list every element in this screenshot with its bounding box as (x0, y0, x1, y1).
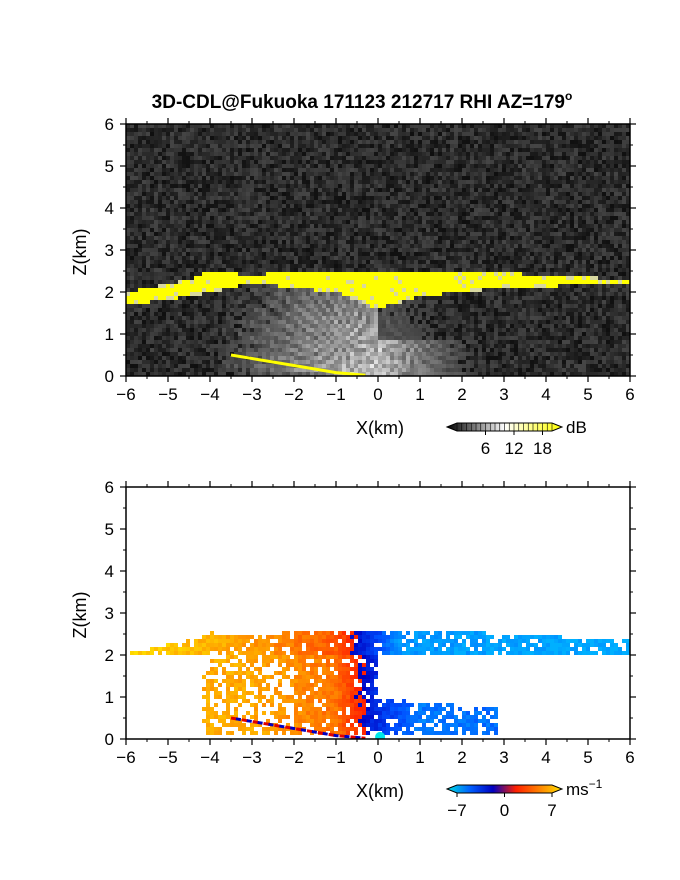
colorbar-tick-label: 12 (505, 439, 524, 458)
x-tick-label: −1 (326, 385, 345, 404)
x-tick-label: 3 (499, 385, 508, 404)
reflectivity-field (126, 124, 630, 376)
ground-echo-line (230, 716, 366, 739)
colorbar-tick-label: 18 (533, 439, 552, 458)
velocity-field (126, 487, 630, 739)
x-tick-label: 1 (415, 385, 424, 404)
x-tick-label: −3 (242, 748, 261, 767)
colorbar: dB 6 12 18 (445, 418, 587, 458)
x-tick-label: 5 (583, 748, 592, 767)
axes: −6 −5 −4 −3 −2 −1 0 1 2 3 4 5 6 0 1 2 3 4 5 6 X(km) Z(km) (70, 115, 636, 438)
colorbar-tick-label: −7 (447, 801, 466, 820)
x-axis-label: X(km) (356, 418, 404, 438)
x-tick-label: 3 (499, 748, 508, 767)
x-tick-label: 6 (625, 385, 634, 404)
x-axis-label: X(km) (356, 781, 404, 801)
x-tick-label: 4 (541, 748, 550, 767)
x-tick-label: −1 (326, 748, 345, 767)
colorbar: ms−1 −7 0 7 (445, 777, 603, 820)
x-tick-label: −2 (284, 748, 303, 767)
x-tick-label: 5 (583, 385, 592, 404)
y-tick-label: 5 (105, 520, 114, 539)
ground-echo-line-blue (230, 716, 366, 739)
colorbar-tick-label: 7 (547, 801, 556, 820)
x-tick-label: −4 (200, 385, 219, 404)
x-tick-label: −2 (284, 385, 303, 404)
colorbar-unit: dB (566, 418, 587, 437)
y-tick-label: 5 (105, 157, 114, 176)
x-tick-label: 0 (373, 385, 382, 404)
y-tick-label: 6 (105, 478, 114, 497)
x-tick-label: −6 (116, 748, 135, 767)
y-tick-label: 3 (105, 241, 114, 260)
y-axis-label: Z(km) (70, 229, 90, 276)
colorbar-tick-label: 0 (500, 801, 509, 820)
y-tick-label: 4 (105, 199, 114, 218)
x-tick-label: −3 (242, 385, 261, 404)
y-tick-label: 6 (105, 115, 114, 134)
y-tick-label: 0 (105, 367, 114, 386)
x-tick-label: 4 (541, 385, 550, 404)
x-tick-label: −4 (200, 748, 219, 767)
ground-echo-line (230, 353, 366, 376)
y-tick-label: 1 (105, 325, 114, 344)
x-tick-label: 2 (457, 748, 466, 767)
colorbar-unit: ms−1 (566, 777, 603, 799)
y-tick-label: 3 (105, 604, 114, 623)
x-tick-label: 6 (625, 748, 634, 767)
x-tick-label: 0 (373, 748, 382, 767)
x-tick-label: 2 (457, 385, 466, 404)
origin-echo (375, 731, 386, 739)
y-axis-label: Z(km) (70, 592, 90, 639)
axes: −6 −5 −4 −3 −2 −1 0 1 2 3 4 5 6 0 1 2 3 4 5 6 X(km) Z(km) (70, 478, 636, 801)
x-tick-label: 1 (415, 748, 424, 767)
figure-title: 3D-CDL@Fukuoka 171123 212717 RHI AZ=179o (152, 89, 573, 113)
y-tick-label: 2 (105, 283, 114, 302)
y-tick-label: 0 (105, 730, 114, 749)
x-tick-label: −5 (158, 748, 177, 767)
y-tick-label: 1 (105, 688, 114, 707)
x-tick-label: −6 (116, 385, 135, 404)
colorbar-strip (445, 784, 564, 794)
y-tick-label: 2 (105, 646, 114, 665)
colorbar-tick-label: 6 (481, 439, 490, 458)
y-tick-label: 4 (105, 562, 114, 581)
doppler-velocity-panel: −6 −5 −4 −3 −2 −1 0 1 2 3 4 5 6 0 1 2 3 4 5 6 X(km) Z(km) ms−1… (70, 478, 636, 820)
x-tick-label: −5 (158, 385, 177, 404)
